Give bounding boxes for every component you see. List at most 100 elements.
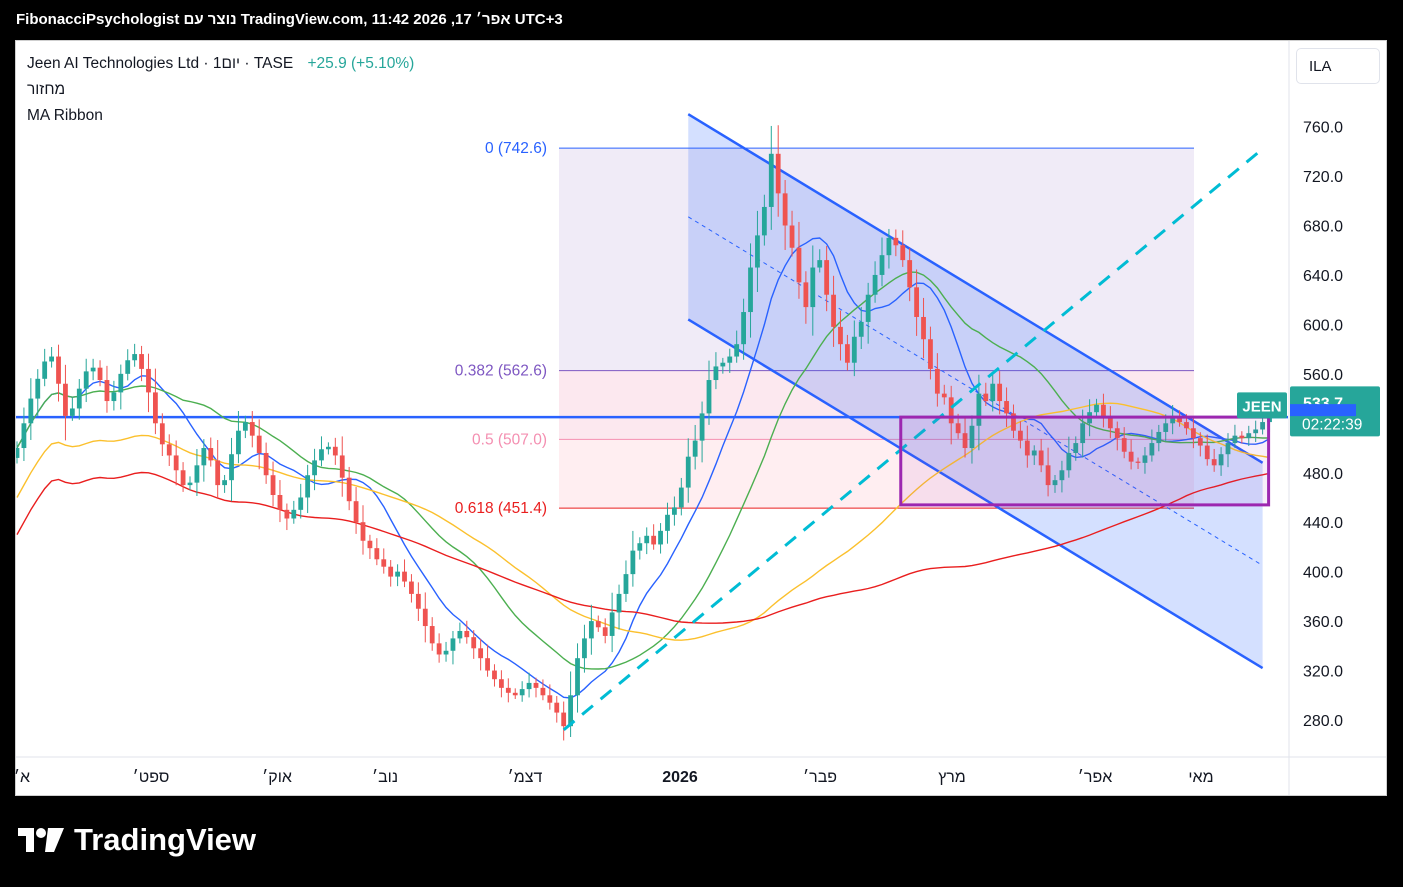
candle-body — [630, 550, 636, 575]
candle-body — [402, 571, 407, 582]
level-axis-marker — [1290, 404, 1356, 417]
candle-body — [215, 460, 221, 486]
candle-body — [1232, 435, 1238, 444]
candle-body — [499, 679, 504, 688]
candle-body — [374, 548, 380, 560]
y-tick-label: 400.0 — [1303, 565, 1343, 582]
candle-body — [547, 695, 553, 703]
candle-body — [941, 393, 947, 398]
fib-zone — [559, 148, 1194, 371]
candle-body — [1038, 450, 1044, 466]
candle-body — [360, 522, 366, 541]
candle-body — [118, 373, 124, 393]
x-tick-label: מאי — [1188, 769, 1213, 786]
candle-body — [1114, 428, 1120, 439]
candle-body — [332, 446, 338, 456]
candle-body — [1142, 455, 1148, 463]
candle-body — [1135, 461, 1141, 463]
x-tick-label: אפר׳ — [1078, 769, 1113, 786]
indicator-ma-ribbon-label[interactable]: MA Ribbon — [27, 107, 103, 124]
candle-body — [305, 475, 311, 498]
candle-body — [831, 294, 836, 327]
channel-upper-line — [687, 113, 1264, 464]
candle-body — [395, 571, 400, 577]
candle-body — [1059, 470, 1065, 481]
price-change: +25.9 (+5.10%) — [307, 55, 415, 72]
candle-body — [928, 339, 933, 369]
candle-body — [284, 509, 290, 519]
candle-body — [810, 267, 816, 308]
candle-body — [720, 362, 726, 367]
candle-body — [665, 514, 670, 531]
candle-body — [139, 354, 144, 369]
fib-level-label: 0.618 (451.4) — [455, 500, 547, 517]
candle-body — [706, 380, 712, 414]
candle-body — [1191, 428, 1196, 439]
candle-body — [575, 658, 580, 696]
candle-body — [651, 535, 657, 545]
candle-body — [111, 392, 117, 402]
candle-body — [609, 612, 615, 636]
candle-body — [699, 413, 705, 441]
candle-body — [1128, 451, 1134, 462]
candle-body — [166, 444, 172, 456]
candle-body — [415, 593, 421, 609]
candle-body — [561, 712, 567, 727]
candle-body — [838, 326, 843, 345]
candle-body — [125, 360, 131, 374]
indicator-volume-label[interactable]: מחזור — [27, 81, 66, 98]
candle-body — [1225, 443, 1231, 455]
candle-body — [1163, 423, 1169, 432]
candle-body — [443, 650, 449, 655]
candle-body — [1211, 459, 1217, 466]
candle-body — [568, 695, 573, 727]
candle-body — [429, 626, 435, 644]
candle-body — [1253, 429, 1259, 434]
candle-body — [478, 648, 484, 659]
candle-body — [16, 448, 20, 458]
fib-level-label: 0.382 (562.6) — [455, 363, 547, 380]
ticker-badge-bg — [1237, 392, 1287, 419]
x-tick-label: ספט׳ — [133, 769, 170, 786]
candle-body — [768, 153, 774, 207]
candle-body — [997, 383, 1003, 402]
candle-body — [907, 260, 913, 288]
x-tick-label: דצמ׳ — [508, 769, 543, 786]
ma-line-red — [16, 471, 1270, 624]
candle-body — [1045, 465, 1051, 486]
candle-body — [146, 368, 151, 393]
x-tick-label: אוק׳ — [262, 769, 292, 786]
candle-body — [782, 193, 788, 226]
candle-body — [236, 430, 241, 455]
candle-body — [35, 378, 41, 399]
candle-body — [512, 692, 518, 696]
candle-body — [1004, 401, 1009, 414]
y-tick-label: 680.0 — [1303, 219, 1343, 236]
candle-body — [1246, 433, 1252, 439]
candle-body — [367, 540, 373, 549]
candle-body — [450, 638, 456, 651]
candle-body — [1031, 450, 1037, 456]
candle-body — [173, 455, 179, 471]
x-tick-label: פבר׳ — [803, 769, 837, 786]
candle-body — [540, 687, 546, 696]
candle-body — [824, 260, 830, 295]
plot-area — [16, 113, 1288, 741]
x-tick-label: א׳ — [14, 769, 30, 786]
candle-body — [672, 507, 677, 515]
candle-body — [865, 294, 871, 322]
candle-body — [492, 670, 497, 680]
x-tick-label: 2026 — [662, 769, 698, 786]
candle-body — [69, 408, 75, 416]
currency-button[interactable]: ILA — [1296, 48, 1380, 84]
candle-body — [734, 344, 740, 357]
bar-countdown-label: 02:22:39 — [1302, 416, 1362, 433]
candle-body — [602, 627, 608, 636]
candle-body — [1184, 422, 1189, 429]
candle-body — [1121, 438, 1127, 452]
candles — [16, 125, 1272, 741]
candle-body — [761, 206, 767, 236]
candle-body — [1107, 418, 1113, 429]
candle-body — [256, 435, 262, 453]
